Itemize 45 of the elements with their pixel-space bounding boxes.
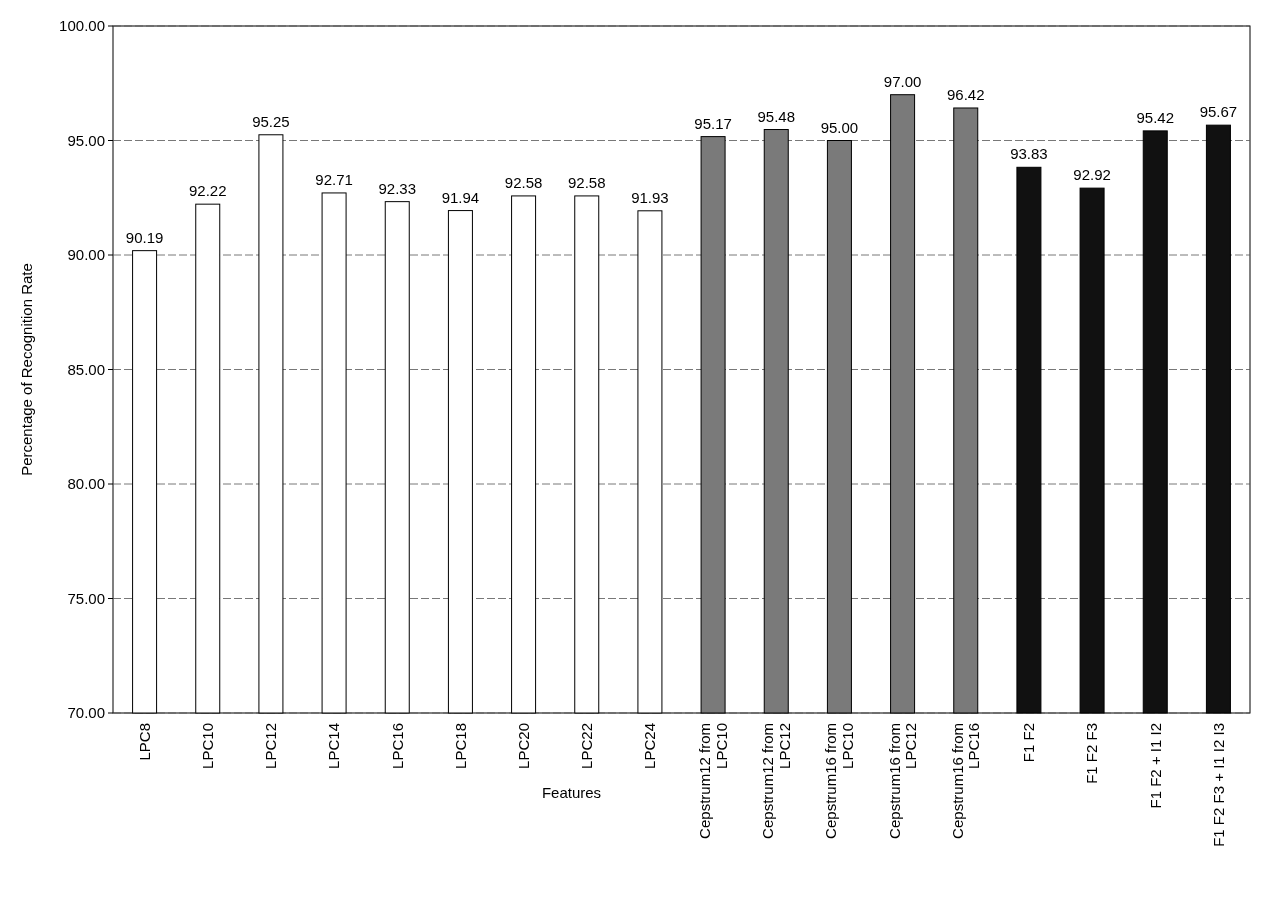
data-label: 96.42 (946, 85, 985, 103)
x-tick-label: LPC8 (135, 723, 153, 761)
x-tick-label: Cepstrum16 from LPC12 (885, 723, 920, 839)
data-label: 95.17 (694, 114, 732, 132)
x-tick-label: LPC14 (325, 723, 343, 769)
y-tick-label: 75.00 (67, 589, 105, 607)
x-tick-label: F1 F2 F3 (1083, 723, 1101, 784)
x-tick-label: LPC10 (199, 723, 216, 769)
x-tick-label: Cepstrum12 from LPC12 (759, 723, 793, 839)
data-label: 92.92 (1073, 166, 1111, 184)
y-tick-label: 85.00 (67, 360, 105, 378)
y-tick-label: 70.00 (67, 704, 105, 722)
y-tick-label: 100.00 (59, 17, 105, 35)
x-tick-label: LPC24 (641, 723, 659, 769)
x-tick-label: LPC20 (514, 723, 532, 769)
data-label: 92.71 (315, 170, 353, 188)
x-tick-label: F1 F2 F3 + I1 I2 I3 (1209, 723, 1227, 847)
y-tick-label: 90.00 (67, 246, 105, 264)
data-label: 92.58 (567, 173, 606, 191)
data-label: 92.58 (504, 173, 543, 191)
data-label: 91.93 (631, 188, 669, 206)
x-axis-title: Features (541, 784, 602, 801)
x-tick-label: Cepstrum16 from LPC10 (822, 723, 856, 839)
data-label: 97.00 (883, 72, 922, 90)
data-label: 92.33 (378, 179, 417, 197)
data-label: 95.00 (820, 118, 859, 136)
x-tick-label: LPC16 (388, 723, 406, 769)
y-axis-title: Percentage of Recognition Rate (18, 263, 35, 476)
data-label: 95.67 (1199, 103, 1238, 121)
x-tick-label: LPC18 (451, 723, 469, 769)
x-tick-label: LPC22 (578, 723, 595, 769)
data-label: 90.19 (125, 228, 164, 246)
x-tick-label: Cepstrum12 from LPC10 (696, 723, 730, 839)
data-label: 91.94 (441, 188, 480, 206)
data-label: 95.42 (1136, 108, 1175, 126)
y-tick-label: 95.00 (67, 131, 105, 149)
x-tick-label: Cepstrum16 from LPC16 (948, 723, 983, 839)
y-tick-label: 80.00 (67, 475, 105, 493)
data-label: 92.22 (188, 182, 227, 200)
x-tick-label: F1 F2 (1020, 723, 1038, 763)
x-tick-label: LPC12 (262, 723, 280, 769)
x-tick-label: F1 F2 + I1 I2 (1146, 723, 1164, 809)
data-label: 95.48 (757, 107, 796, 125)
data-label: 93.83 (1010, 145, 1048, 163)
data-label: 95.25 (252, 112, 290, 130)
